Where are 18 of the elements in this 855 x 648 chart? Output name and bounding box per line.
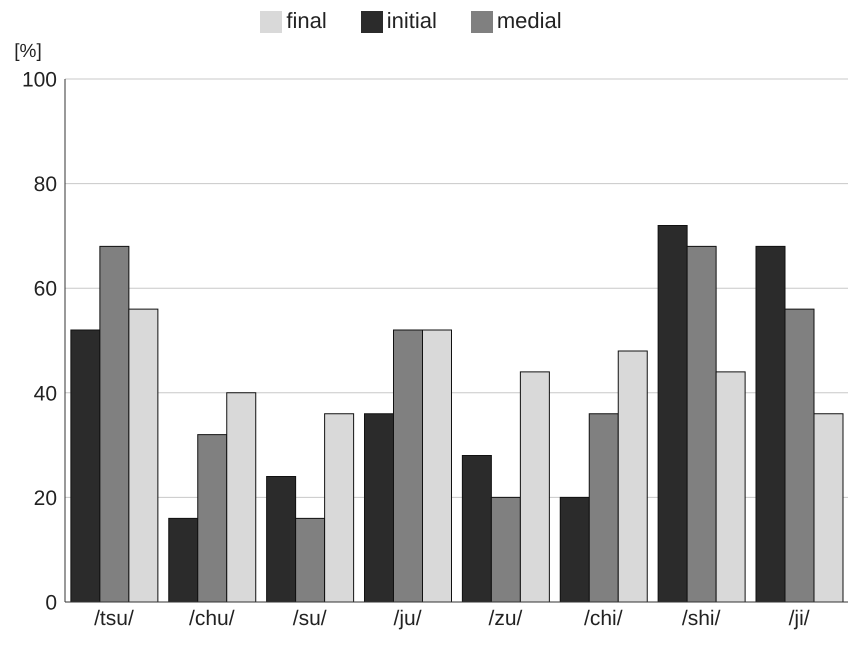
y-tick-label: 20 bbox=[34, 486, 57, 510]
x-tick-label: /shi/ bbox=[682, 606, 721, 630]
y-tick-label: 100 bbox=[22, 68, 57, 92]
y-axis-title: [%] bbox=[14, 41, 42, 62]
x-tick-label: /su/ bbox=[292, 606, 327, 630]
x-tick-label: /chu/ bbox=[189, 606, 235, 630]
legend-label: medial bbox=[496, 8, 562, 33]
x-tick-label: /ju/ bbox=[394, 606, 422, 630]
x-tick-label: /chi/ bbox=[584, 606, 623, 630]
y-tick-label: 40 bbox=[34, 382, 57, 406]
legend-label: final bbox=[286, 8, 327, 33]
y-tick-label: 60 bbox=[34, 278, 57, 301]
y-tick-label: 80 bbox=[34, 173, 57, 196]
y-tick-label: 0 bbox=[45, 591, 57, 614]
x-tick-label: /ji/ bbox=[788, 606, 810, 630]
legend-label: initial bbox=[386, 8, 437, 33]
x-tick-label: /tsu/ bbox=[94, 606, 134, 630]
x-tick-label: /zu/ bbox=[488, 606, 523, 630]
